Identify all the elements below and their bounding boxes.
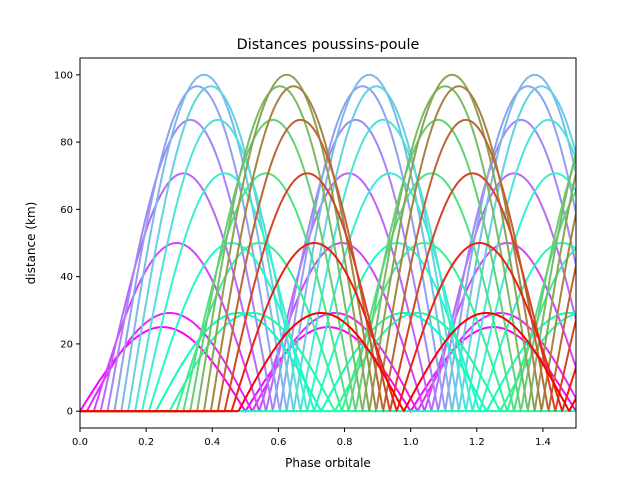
x-tick-label: 1.2 (469, 437, 485, 448)
y-tick-label: 100 (54, 70, 73, 81)
x-tick-label: 0.0 (72, 437, 88, 448)
x-tick-label: 0.8 (337, 437, 353, 448)
chart-title: Distances poussins-poule (237, 37, 420, 53)
x-axis: 0.0 0.2 0.4 0.6 0.8 1.0 1.2 1.4 (72, 428, 551, 448)
y-tick-label: 60 (60, 205, 73, 216)
y-tick-label: 0 (67, 407, 73, 418)
plot-area (80, 73, 576, 414)
axes-frame (79, 57, 577, 429)
y-tick-label: 80 (60, 138, 73, 149)
y-tick-label: 40 (60, 272, 73, 283)
x-axis-label: Phase orbitale (285, 456, 371, 470)
y-axis-label: distance (km) (24, 202, 38, 285)
series-line-23 (80, 311, 576, 413)
series-line-0 (80, 326, 576, 414)
y-tick-label: 20 (60, 339, 73, 350)
x-tick-label: 1.0 (403, 437, 419, 448)
x-tick-label: 0.6 (270, 437, 286, 448)
y-axis: 0 20 40 60 80 100 (54, 70, 80, 418)
x-tick-label: 1.4 (535, 437, 551, 448)
x-tick-label: 0.2 (138, 437, 154, 448)
x-tick-label: 0.4 (204, 437, 220, 448)
